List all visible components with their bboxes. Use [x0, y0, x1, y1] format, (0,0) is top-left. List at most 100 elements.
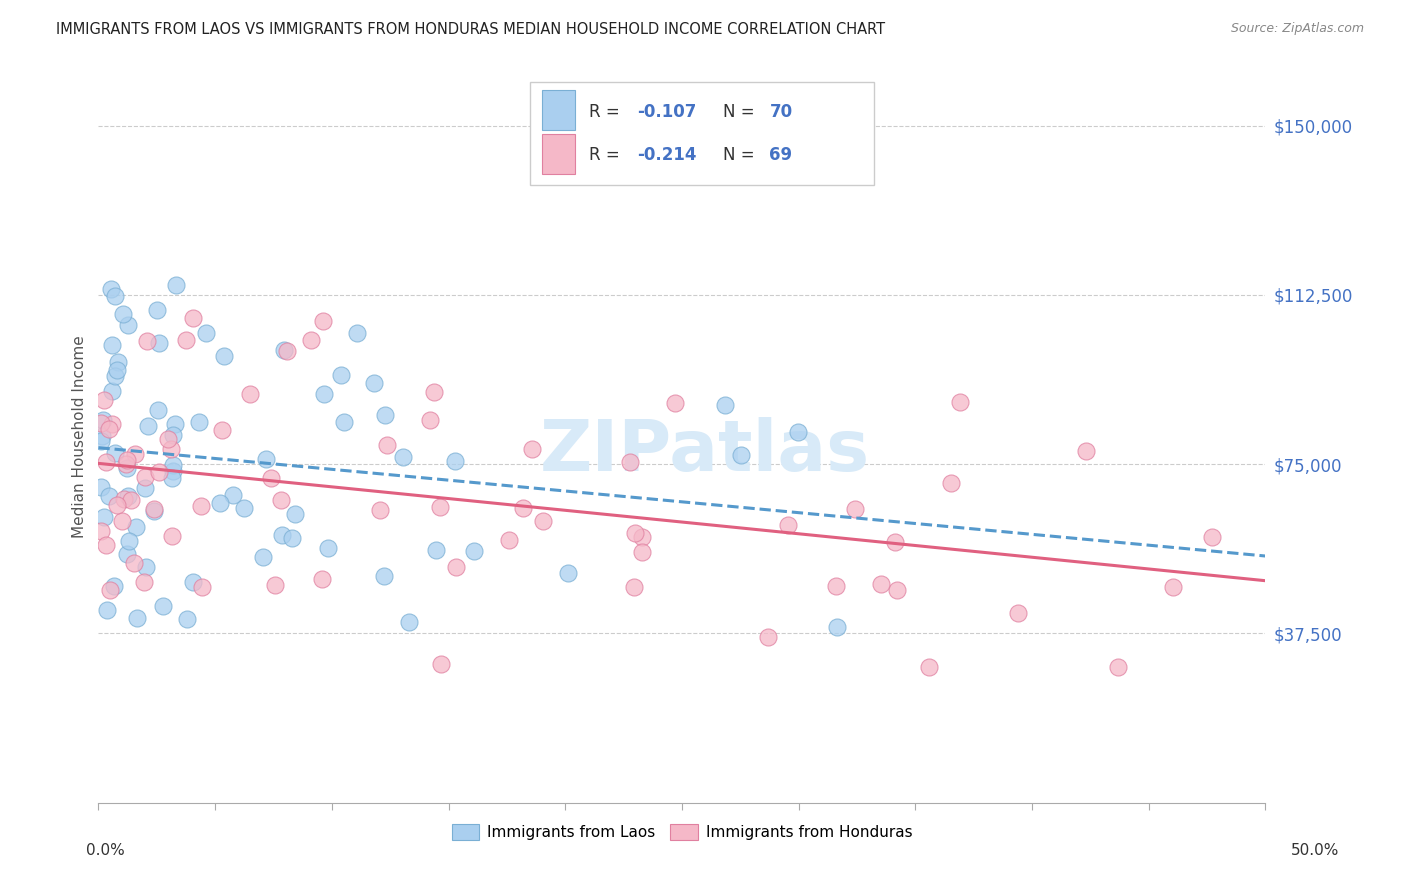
- Point: [98, 583, 121, 598]
- Point: [776, 518, 799, 533]
- Point: [886, 583, 908, 598]
- Point: [181, 574, 204, 589]
- Point: [117, 489, 139, 503]
- Text: IMMIGRANTS FROM LAOS VS IMMIGRANTS FROM HONDURAS MEDIAN HOUSEHOLD INCOME CORRELA: IMMIGRANTS FROM LAOS VS IMMIGRANTS FROM …: [56, 22, 886, 37]
- Text: R =: R =: [589, 146, 624, 164]
- Point: [374, 408, 396, 422]
- Point: [107, 354, 129, 368]
- Point: [125, 610, 148, 624]
- FancyBboxPatch shape: [530, 82, 875, 185]
- Point: [148, 402, 170, 417]
- Point: [162, 428, 184, 442]
- Text: ZIPatlas: ZIPatlas: [540, 417, 870, 486]
- Point: [142, 502, 165, 516]
- Point: [312, 314, 335, 328]
- Point: [134, 470, 156, 484]
- Point: [333, 415, 356, 429]
- Point: [276, 343, 298, 358]
- Point: [211, 423, 233, 437]
- Point: [252, 550, 274, 565]
- Point: [111, 514, 134, 528]
- Point: [346, 326, 368, 340]
- Point: [531, 514, 554, 528]
- Point: [117, 318, 139, 333]
- Point: [619, 454, 641, 468]
- Point: [152, 599, 174, 613]
- Point: [918, 660, 941, 674]
- Point: [115, 461, 138, 475]
- Point: [90, 524, 112, 538]
- Y-axis label: Median Household Income: Median Household Income: [72, 335, 87, 539]
- Point: [163, 417, 186, 431]
- Point: [190, 499, 212, 513]
- Point: [148, 465, 170, 479]
- Point: [188, 415, 211, 429]
- Point: [105, 363, 128, 377]
- Point: [630, 545, 652, 559]
- Point: [311, 572, 333, 586]
- Point: [124, 447, 146, 461]
- Text: Source: ZipAtlas.com: Source: ZipAtlas.com: [1230, 22, 1364, 36]
- Point: [392, 450, 415, 465]
- Text: 0.0%: 0.0%: [86, 843, 125, 858]
- Point: [222, 488, 245, 502]
- Text: 50.0%: 50.0%: [1291, 843, 1339, 858]
- Point: [870, 576, 893, 591]
- Point: [103, 579, 125, 593]
- Point: [174, 334, 197, 348]
- Point: [120, 493, 142, 508]
- Point: [96, 455, 118, 469]
- Point: [330, 368, 353, 382]
- Point: [363, 376, 385, 390]
- Point: [136, 419, 159, 434]
- Point: [316, 541, 339, 556]
- Point: [714, 398, 737, 412]
- Point: [191, 580, 214, 594]
- Point: [373, 569, 395, 583]
- Point: [165, 278, 187, 293]
- Text: -0.214: -0.214: [637, 146, 697, 164]
- Point: [844, 501, 866, 516]
- Point: [1076, 444, 1098, 458]
- Point: [104, 446, 127, 460]
- Point: [239, 386, 262, 401]
- Point: [624, 525, 647, 540]
- Text: R =: R =: [589, 103, 624, 120]
- Point: [884, 535, 907, 549]
- Point: [233, 501, 256, 516]
- Point: [283, 507, 305, 521]
- Point: [90, 480, 112, 494]
- Point: [425, 542, 447, 557]
- Point: [1161, 580, 1184, 594]
- Point: [134, 481, 156, 495]
- Point: [463, 544, 485, 558]
- Point: [623, 581, 645, 595]
- Text: N =: N =: [723, 103, 759, 120]
- Point: [368, 503, 391, 517]
- Point: [520, 442, 543, 456]
- Point: [135, 559, 157, 574]
- Point: [398, 615, 420, 629]
- Point: [260, 471, 283, 485]
- Point: [105, 498, 128, 512]
- Point: [557, 566, 579, 580]
- Point: [756, 630, 779, 644]
- Point: [160, 442, 183, 456]
- Point: [299, 334, 322, 348]
- Point: [100, 282, 122, 296]
- Point: [949, 394, 972, 409]
- Point: [422, 384, 444, 399]
- Point: [98, 489, 121, 503]
- Point: [94, 538, 117, 552]
- Point: [430, 657, 453, 672]
- Point: [162, 464, 184, 478]
- Point: [111, 307, 134, 321]
- Point: [101, 384, 124, 399]
- Point: [125, 520, 148, 534]
- Point: [135, 334, 157, 349]
- Point: [96, 603, 118, 617]
- Point: [498, 533, 520, 547]
- Point: [212, 349, 235, 363]
- Text: -0.107: -0.107: [637, 103, 697, 120]
- Point: [664, 395, 686, 409]
